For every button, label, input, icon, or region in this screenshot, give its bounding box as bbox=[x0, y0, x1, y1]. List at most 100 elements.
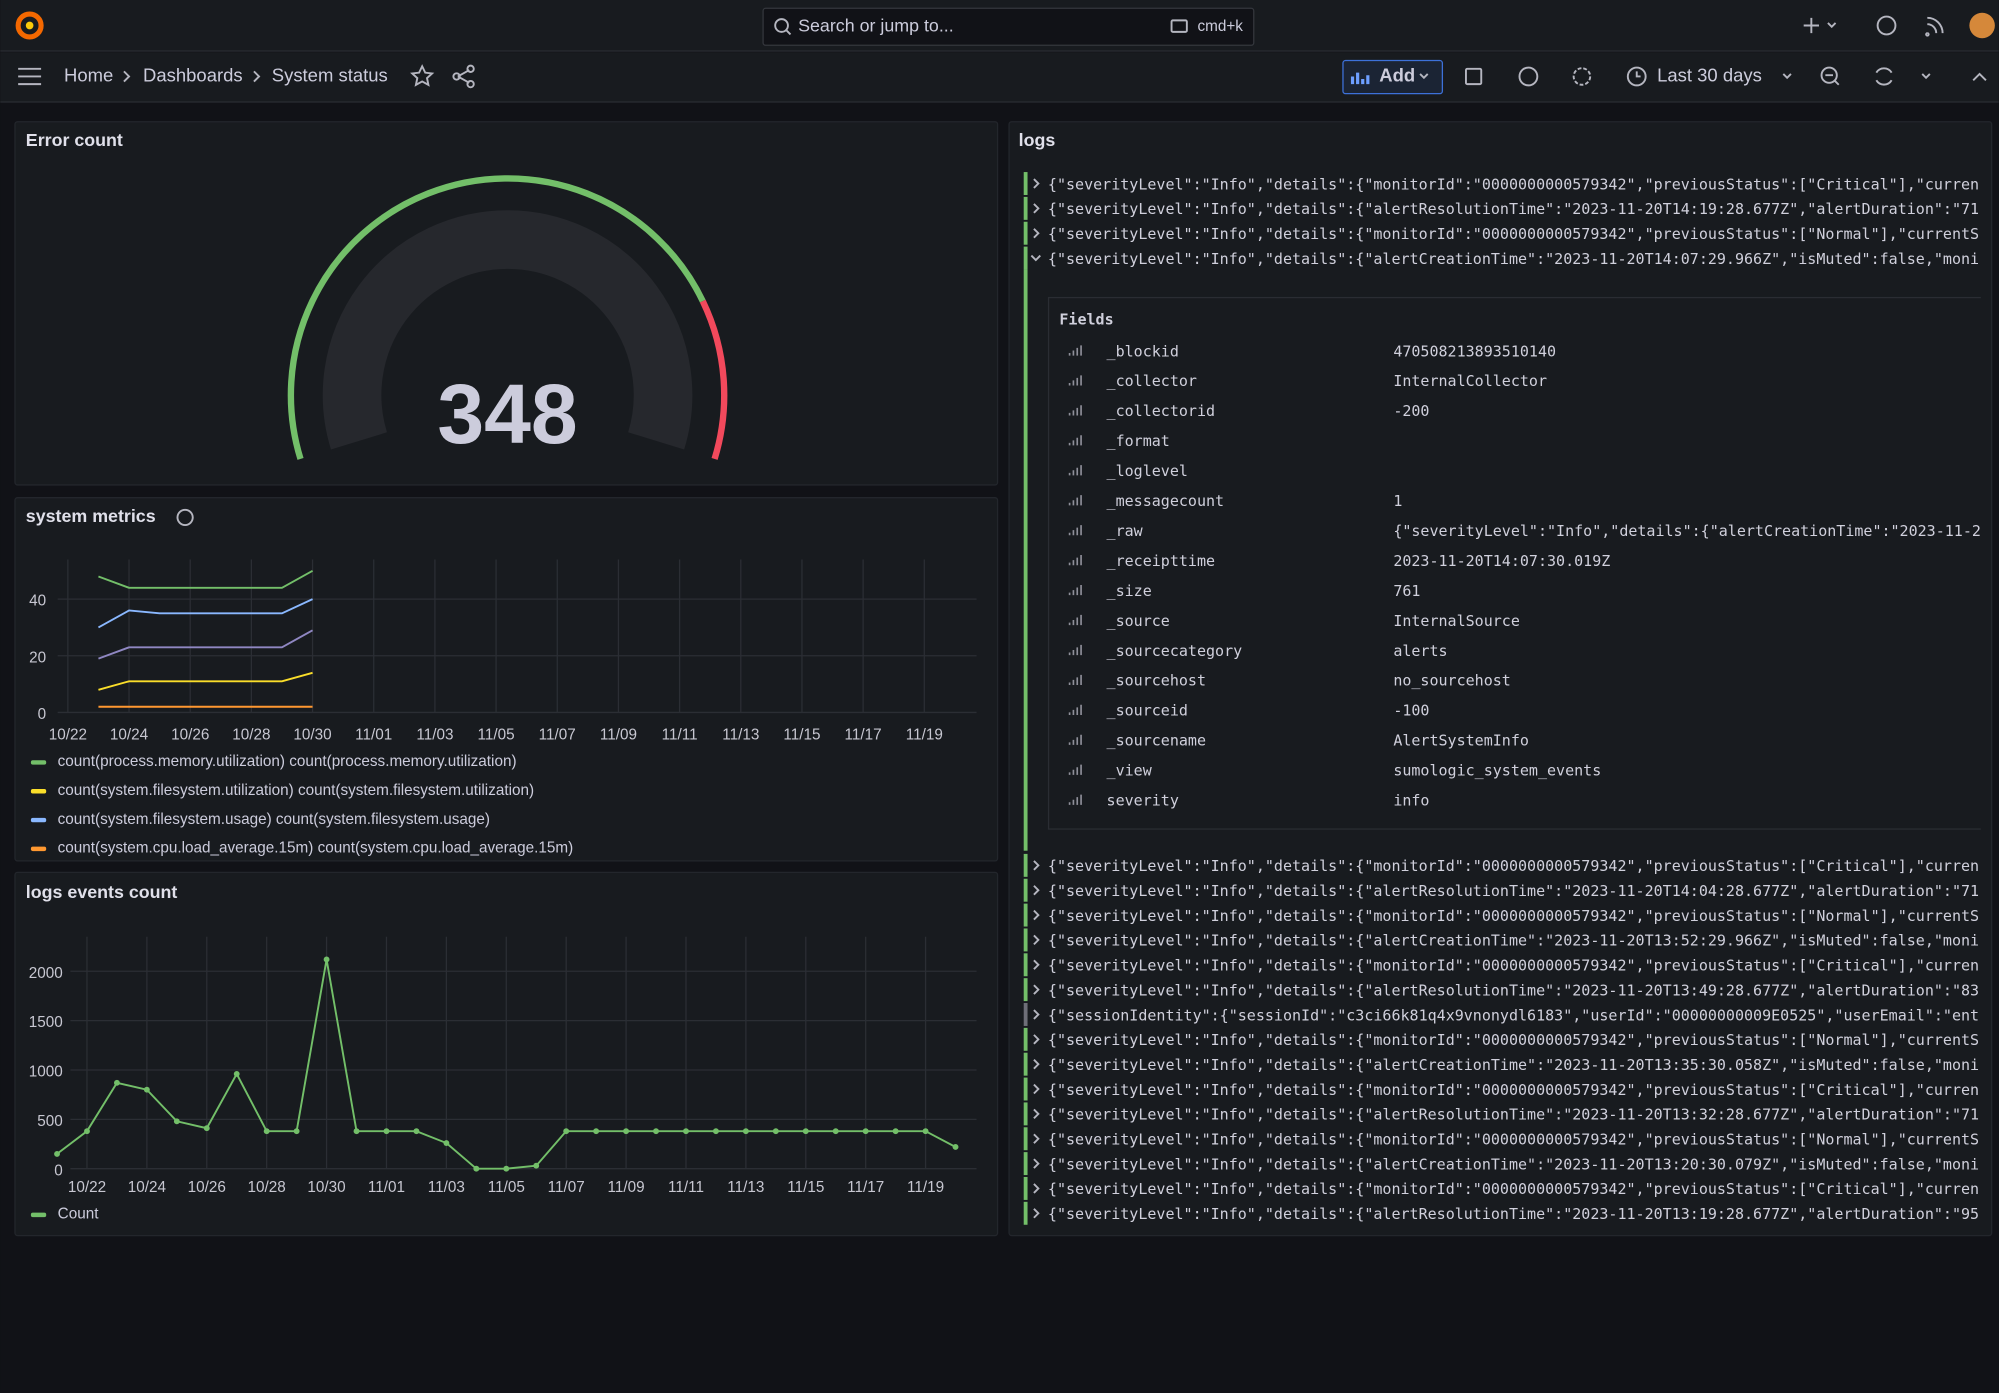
log-level-bar bbox=[1023, 978, 1028, 1002]
field-stats-icon[interactable] bbox=[1068, 525, 1082, 536]
new-caret[interactable] bbox=[1827, 22, 1837, 29]
log-line[interactable]: {"severityLevel":"Info","details":{"moni… bbox=[1048, 225, 1979, 243]
legend-label[interactable]: count(process.memory.utilization) count(… bbox=[58, 753, 517, 770]
log-line[interactable]: {"severityLevel":"Info","details":{"moni… bbox=[1048, 957, 1979, 975]
field-stats-icon[interactable] bbox=[1068, 495, 1082, 506]
row-chevron[interactable] bbox=[1033, 1208, 1040, 1219]
log-line[interactable]: {"severityLevel":"Info","details":{"moni… bbox=[1048, 175, 1979, 193]
y-tick-label: 0 bbox=[54, 1162, 63, 1179]
log-line[interactable]: {"severityLevel":"Info","details":{"aler… bbox=[1048, 932, 1979, 950]
help-icon[interactable] bbox=[1876, 15, 1897, 36]
x-tick-label: 11/15 bbox=[787, 1179, 824, 1196]
field-stats-icon[interactable] bbox=[1068, 794, 1082, 805]
add-button[interactable] bbox=[1342, 59, 1444, 95]
save-icon[interactable] bbox=[1465, 67, 1483, 86]
legend-label[interactable]: count(system.cpu.load_average.15m) count… bbox=[58, 840, 574, 857]
log-line[interactable]: {"severityLevel":"Info","details":{"moni… bbox=[1048, 1031, 1979, 1049]
log-line[interactable]: {"severityLevel":"Info","details":{"aler… bbox=[1048, 250, 1979, 268]
data-point bbox=[623, 1128, 630, 1135]
log-line[interactable]: {"severityLevel":"Info","details":{"moni… bbox=[1048, 1081, 1979, 1099]
row-chevron[interactable] bbox=[1033, 1108, 1040, 1120]
log-line[interactable]: {"severityLevel":"Info","details":{"aler… bbox=[1048, 1106, 1979, 1124]
row-chevron[interactable] bbox=[1033, 885, 1040, 896]
refresh-caret[interactable] bbox=[1921, 73, 1931, 80]
log-line[interactable]: {"severityLevel":"Info","details":{"aler… bbox=[1048, 1056, 1979, 1074]
info-icon[interactable] bbox=[1518, 66, 1539, 87]
time-caret[interactable] bbox=[1782, 73, 1792, 80]
collapse-icon[interactable] bbox=[1972, 72, 1987, 81]
row-chevron[interactable] bbox=[1030, 254, 1041, 262]
row-chevron[interactable] bbox=[1033, 1133, 1040, 1144]
legend-label[interactable]: count(system.filesystem.usage) count(sys… bbox=[58, 811, 490, 828]
log-line[interactable]: {"severityLevel":"Info","details":{"moni… bbox=[1048, 1180, 1979, 1198]
row-chevron[interactable] bbox=[1033, 178, 1040, 189]
new-icon[interactable] bbox=[1803, 17, 1819, 34]
row-chevron[interactable] bbox=[1033, 1183, 1040, 1194]
log-line[interactable]: {"severityLevel":"Info","details":{"moni… bbox=[1048, 907, 1979, 925]
row-chevron[interactable] bbox=[1033, 934, 1040, 946]
row-chevron[interactable] bbox=[1033, 959, 1040, 970]
log-line[interactable]: {"severityLevel":"Info","details":{"moni… bbox=[1048, 1131, 1979, 1149]
row-chevron[interactable] bbox=[1033, 1009, 1040, 1020]
data-point bbox=[293, 1128, 300, 1135]
settings-icon[interactable] bbox=[1572, 67, 1592, 86]
zoom-out-icon[interactable] bbox=[1820, 66, 1838, 84]
panel-info-icon[interactable] bbox=[176, 508, 194, 527]
field-stats-icon[interactable] bbox=[1068, 644, 1082, 656]
legend-label[interactable]: count(system.filesystem.utilization) cou… bbox=[58, 782, 534, 799]
field-stats-icon[interactable] bbox=[1068, 674, 1082, 686]
field-stats-icon[interactable] bbox=[1068, 375, 1082, 386]
add-label[interactable]: Add bbox=[1379, 64, 1415, 85]
legend-label[interactable]: Count bbox=[58, 1206, 100, 1223]
field-stats-icon[interactable] bbox=[1068, 405, 1082, 416]
x-tick-label: 10/26 bbox=[171, 726, 209, 743]
log-line[interactable]: {"sessionIdentity":{"sessionId":"c3ci66k… bbox=[1048, 1006, 1979, 1024]
clock-icon[interactable] bbox=[1626, 66, 1647, 87]
time-range[interactable]: Last 30 days bbox=[1657, 64, 1762, 85]
row-chevron[interactable] bbox=[1033, 860, 1040, 871]
panel-title[interactable]: system metrics bbox=[26, 506, 156, 526]
field-stats-icon[interactable] bbox=[1068, 704, 1082, 715]
log-line[interactable]: {"severityLevel":"Info","details":{"aler… bbox=[1048, 1155, 1979, 1173]
log-line[interactable]: {"severityLevel":"Info","details":{"moni… bbox=[1048, 857, 1979, 875]
menu-icon[interactable] bbox=[18, 67, 42, 86]
search-placeholder[interactable]: Search or jump to... bbox=[798, 15, 954, 35]
row-chevron[interactable] bbox=[1033, 1059, 1040, 1070]
log-line[interactable]: {"severityLevel":"Info","details":{"aler… bbox=[1048, 1205, 1979, 1223]
x-tick-label: 11/15 bbox=[783, 726, 820, 743]
row-chevron[interactable] bbox=[1033, 1083, 1040, 1095]
field-stats-icon[interactable] bbox=[1068, 584, 1082, 596]
news-icon[interactable] bbox=[1925, 16, 1944, 37]
refresh-icon[interactable] bbox=[1875, 67, 1893, 86]
row-chevron[interactable] bbox=[1033, 203, 1040, 214]
avatar[interactable] bbox=[1969, 12, 1995, 39]
field-stats-icon[interactable] bbox=[1068, 734, 1082, 745]
row-chevron[interactable] bbox=[1033, 1158, 1040, 1169]
breadcrumb[interactable]: Dashboards bbox=[143, 64, 243, 85]
logo[interactable] bbox=[15, 11, 44, 40]
field-stats-icon[interactable] bbox=[1068, 614, 1082, 626]
row-chevron[interactable] bbox=[1033, 984, 1040, 995]
y-tick-label: 500 bbox=[37, 1113, 63, 1130]
row-chevron[interactable] bbox=[1033, 909, 1040, 921]
search-box[interactable] bbox=[762, 7, 1255, 46]
row-chevron[interactable] bbox=[1033, 228, 1040, 239]
panel-title[interactable]: logs events count bbox=[26, 882, 178, 902]
star-icon[interactable] bbox=[410, 64, 435, 87]
field-stats-icon[interactable] bbox=[1068, 345, 1082, 356]
field-stats-icon[interactable] bbox=[1068, 764, 1082, 775]
panel-title[interactable]: logs bbox=[1019, 130, 1056, 150]
field-stats-icon[interactable] bbox=[1068, 555, 1082, 566]
panel-title[interactable]: Error count bbox=[26, 130, 123, 150]
data-point bbox=[742, 1128, 749, 1135]
field-stats-icon[interactable] bbox=[1068, 465, 1082, 476]
log-line[interactable]: {"severityLevel":"Info","details":{"aler… bbox=[1048, 200, 1979, 218]
field-stats-icon[interactable] bbox=[1068, 435, 1082, 446]
log-line[interactable]: {"severityLevel":"Info","details":{"aler… bbox=[1048, 981, 1979, 999]
log-level-bar bbox=[1023, 221, 1028, 245]
breadcrumb[interactable]: Home bbox=[64, 64, 113, 85]
log-line[interactable]: {"severityLevel":"Info","details":{"aler… bbox=[1048, 882, 1979, 900]
row-chevron[interactable] bbox=[1033, 1034, 1040, 1045]
x-tick-label: 10/24 bbox=[128, 1179, 167, 1196]
gauge-value: 348 bbox=[437, 367, 577, 461]
